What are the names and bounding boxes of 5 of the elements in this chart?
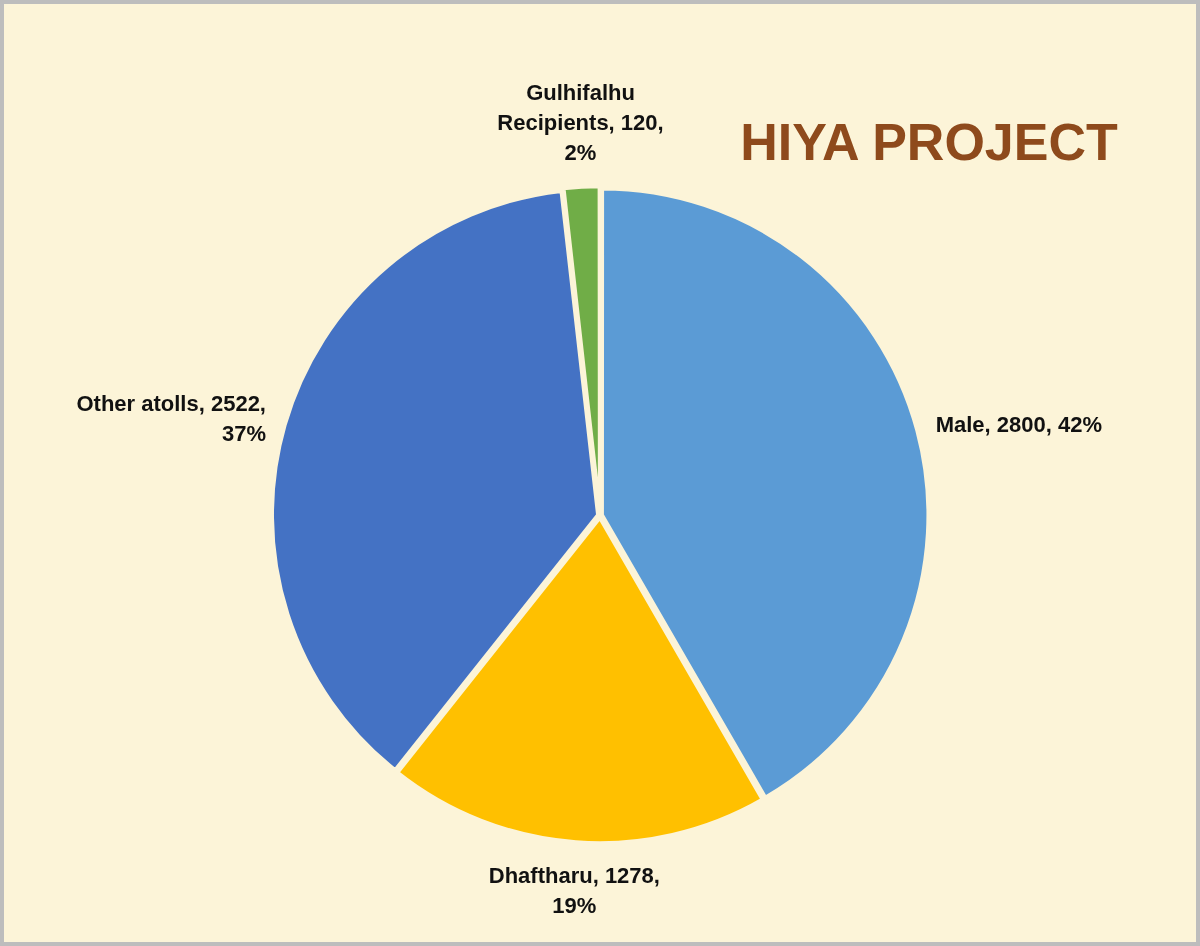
slice-label: Dhaftharu, 1278, 19% [488, 863, 660, 919]
text: HIYA PROJECT [740, 113, 1119, 172]
slice-label: Other atolls, 2522, 37% [76, 390, 266, 446]
slice-label: Gulhifalhu Recipients, 120, 2% [497, 79, 664, 165]
slice-label: Male, 2800, 42% [935, 411, 1102, 437]
